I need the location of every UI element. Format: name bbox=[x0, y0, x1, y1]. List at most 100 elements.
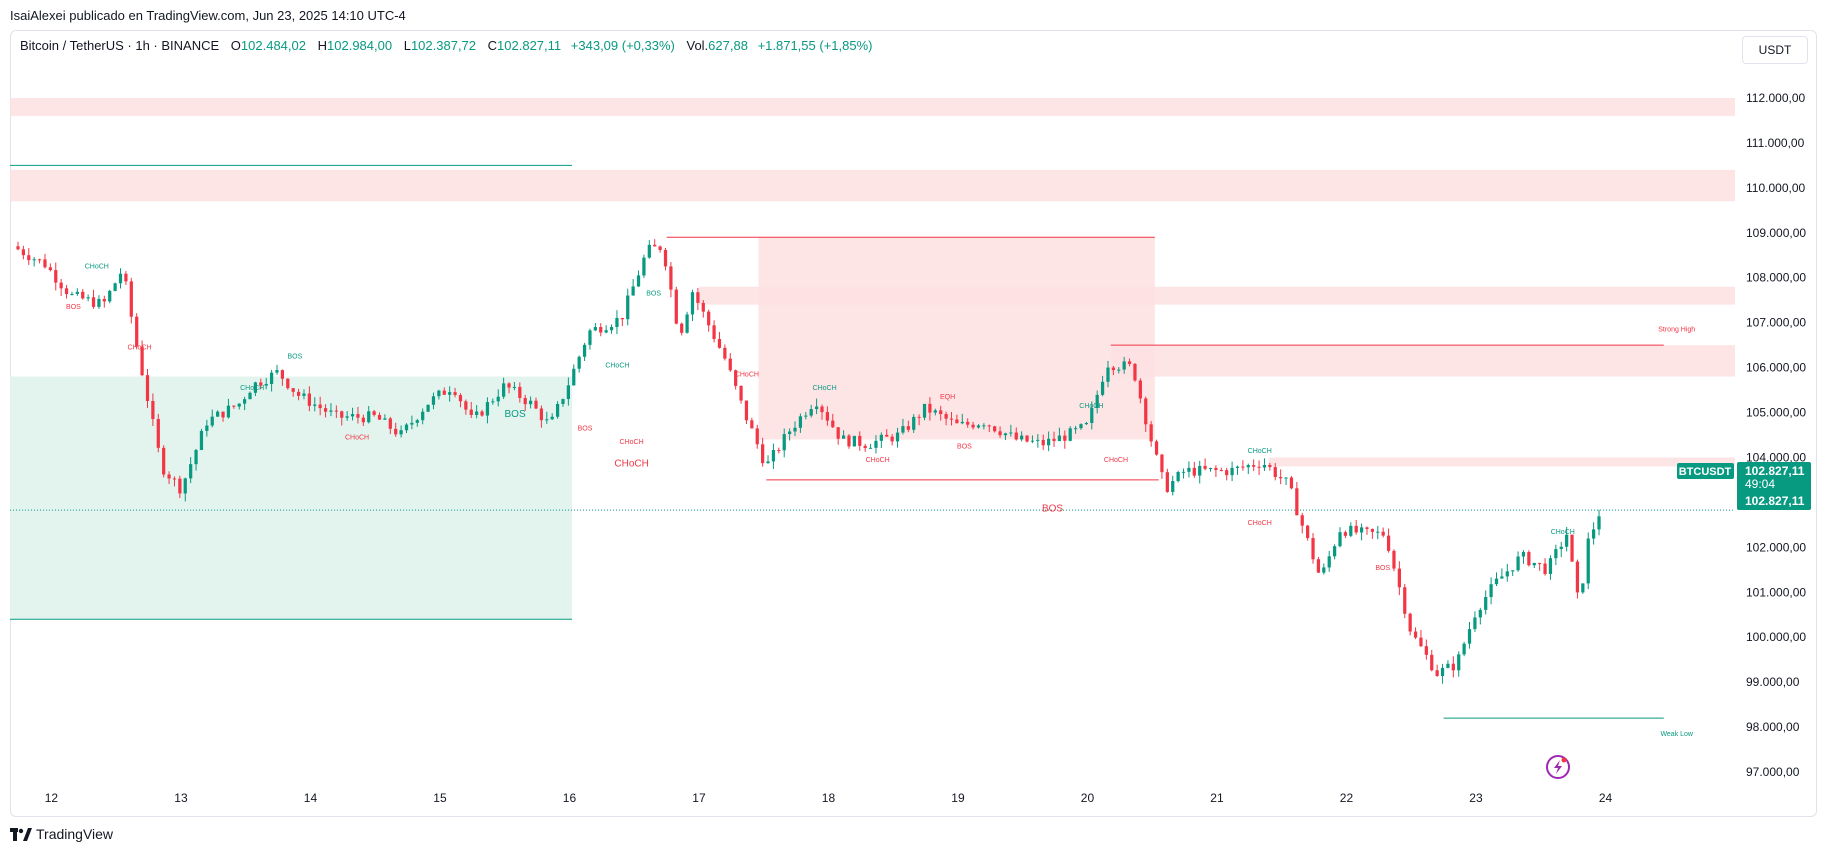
price-tag-value: 102.827,11 bbox=[1745, 464, 1805, 478]
candle-body bbox=[928, 403, 932, 413]
candle-body bbox=[91, 297, 96, 307]
candle-body bbox=[534, 400, 538, 409]
y-tick-label: 97.000,00 bbox=[1746, 765, 1800, 779]
candle-body bbox=[1521, 552, 1526, 557]
annotation-10: CHoCH bbox=[614, 458, 648, 469]
tradingview-logo-icon bbox=[10, 827, 32, 841]
candle-body bbox=[356, 414, 360, 418]
time-axis[interactable]: 12 13 14 15 16 17 18 19 20 21 22 23 24 bbox=[45, 791, 1613, 805]
candle-body bbox=[545, 419, 549, 421]
candle-body bbox=[464, 401, 468, 410]
candle-body bbox=[108, 290, 112, 302]
candle-body bbox=[237, 403, 241, 407]
candle-body bbox=[210, 416, 214, 426]
price-axis[interactable]: 97.000,00 98.000,00 99.000,00 100.000,00 101… bbox=[1746, 91, 1806, 779]
candle-body bbox=[1527, 552, 1531, 566]
candle-body bbox=[1009, 432, 1013, 434]
candle-body bbox=[1014, 432, 1018, 440]
annotation-11: BOS bbox=[646, 291, 661, 298]
candle-body bbox=[1543, 563, 1547, 574]
open-value: 102.484,02 bbox=[240, 38, 306, 53]
candle-body bbox=[81, 291, 85, 299]
annotation-3: BOS bbox=[288, 354, 303, 361]
candle-body bbox=[1095, 394, 1099, 408]
candle-body bbox=[205, 425, 209, 431]
candle-body bbox=[426, 404, 430, 412]
candle-body bbox=[54, 270, 58, 283]
candle-body bbox=[987, 425, 991, 427]
bar-countdown: 49:04 bbox=[1745, 477, 1775, 491]
candle-body bbox=[75, 291, 79, 294]
close-value: 102.827,11 bbox=[497, 38, 562, 53]
candle-body bbox=[1073, 428, 1078, 430]
lightning-icon[interactable] bbox=[1546, 755, 1570, 779]
candle-body bbox=[1386, 535, 1391, 551]
x-tick-label: 19 bbox=[951, 791, 965, 805]
candle-body bbox=[113, 283, 117, 291]
high-label: H bbox=[317, 38, 328, 53]
candle-body bbox=[216, 411, 220, 417]
x-tick-label: 15 bbox=[433, 791, 447, 805]
candle-body bbox=[1063, 435, 1067, 441]
candle-body bbox=[1003, 433, 1008, 436]
tradingview-brand[interactable]: TradingView bbox=[10, 826, 113, 842]
candle-body bbox=[350, 414, 355, 417]
annotation-25: Weak Low bbox=[1660, 731, 1693, 738]
candle-body bbox=[971, 424, 975, 428]
annotation-0: CHoCH bbox=[85, 264, 109, 271]
annotation-5: CHoCH bbox=[345, 434, 369, 441]
y-tick-label: 98.000,00 bbox=[1746, 720, 1800, 734]
candle-body bbox=[21, 249, 26, 256]
candle-body bbox=[647, 244, 651, 258]
candle-body bbox=[820, 406, 824, 413]
candle-body bbox=[437, 390, 441, 397]
candle-body bbox=[340, 411, 344, 418]
candle-body bbox=[653, 244, 657, 247]
symbol-title[interactable]: Bitcoin / TetherUS · 1h · BINANCE bbox=[20, 38, 220, 53]
candle-body bbox=[1030, 440, 1035, 442]
levels-layer bbox=[10, 164, 1735, 719]
candle-body bbox=[1306, 525, 1310, 539]
candle-body bbox=[178, 478, 182, 494]
x-tick-label: 24 bbox=[1599, 791, 1613, 805]
annotation-19: BOS bbox=[1042, 503, 1063, 514]
candle-body bbox=[874, 440, 878, 448]
candle-body bbox=[410, 422, 414, 425]
candle-body bbox=[1165, 472, 1169, 492]
volume-label: Vol. bbox=[686, 38, 709, 53]
candle-body bbox=[804, 415, 808, 417]
candle-body bbox=[367, 411, 371, 423]
candle-body bbox=[761, 444, 765, 464]
candle-body bbox=[539, 408, 544, 421]
candle-body bbox=[221, 411, 225, 418]
candle-body bbox=[399, 430, 403, 435]
x-tick-label: 14 bbox=[304, 791, 318, 805]
candle-body bbox=[1181, 471, 1186, 473]
candle-body bbox=[1198, 465, 1202, 476]
candle-body bbox=[1516, 556, 1520, 571]
candle-body bbox=[27, 255, 31, 261]
candle-body bbox=[286, 378, 290, 389]
candle-body bbox=[696, 292, 700, 303]
candle-body bbox=[1484, 597, 1488, 610]
candle-body bbox=[453, 392, 457, 396]
candle-body bbox=[912, 416, 916, 430]
candle-body bbox=[858, 435, 862, 446]
candle-body bbox=[1430, 654, 1434, 671]
candle-body bbox=[1176, 472, 1180, 481]
candle-body bbox=[1473, 617, 1477, 630]
candle-body bbox=[690, 292, 695, 315]
candle-body bbox=[253, 382, 258, 393]
candle-body bbox=[604, 330, 608, 333]
candle-body bbox=[140, 346, 144, 376]
candle-body bbox=[739, 385, 743, 401]
price-tag-bg bbox=[1737, 462, 1811, 510]
candle-body bbox=[852, 435, 856, 447]
currency-button[interactable]: USDT bbox=[1742, 36, 1808, 64]
candle-body bbox=[831, 420, 835, 428]
candle-body bbox=[1133, 363, 1137, 381]
x-tick-label: 17 bbox=[692, 791, 706, 805]
candle-body bbox=[1554, 549, 1558, 559]
candle-body bbox=[1478, 609, 1482, 618]
